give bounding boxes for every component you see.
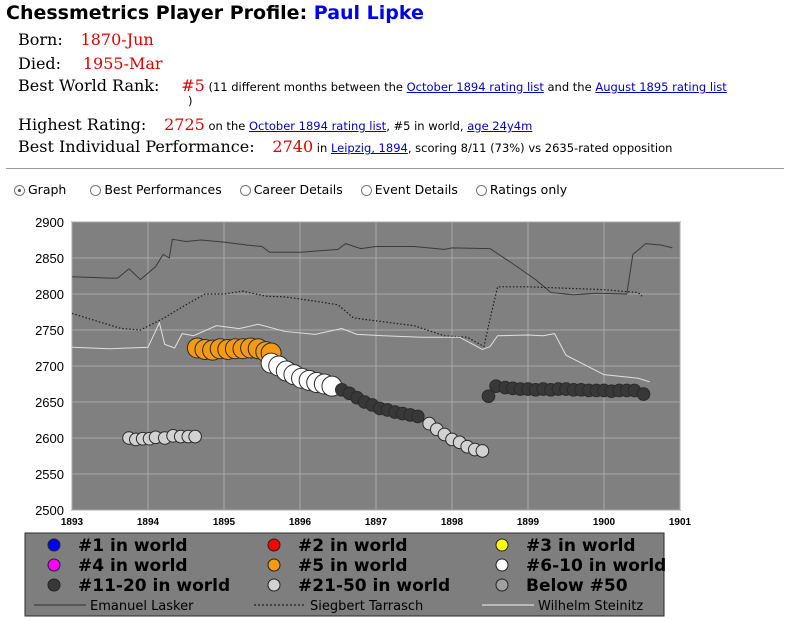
- born-row: Born: 1870-Jun: [18, 30, 154, 49]
- legend-marker: [267, 578, 281, 592]
- y-tick-label: 2750: [35, 323, 64, 338]
- august-1895-link[interactable]: August 1895 rating list: [595, 80, 727, 94]
- tarrasch-line: [71, 286, 643, 348]
- legend-marker: [267, 558, 281, 572]
- x-tick-label: 1898: [441, 517, 464, 528]
- highest-note-1: on the: [204, 119, 249, 133]
- x-tick-label: 1897: [365, 517, 388, 528]
- legend-marker: [267, 538, 281, 552]
- legend-marker: [47, 578, 61, 592]
- x-tick-label: 1893: [61, 517, 84, 528]
- highest-label: Highest Rating:: [18, 115, 147, 134]
- died-value: 1955-Mar: [82, 54, 163, 73]
- page-title: Chessmetrics Player Profile: Paul Lipke: [6, 2, 424, 24]
- y-tick-label: 2550: [35, 467, 64, 482]
- y-tick-label: 2800: [35, 287, 64, 302]
- view-selector: Graph Best Performances Career Details E…: [14, 182, 579, 197]
- best-rank-note-3: ): [188, 94, 193, 108]
- legend-label: #21-50 in world: [298, 576, 450, 596]
- legend-marker: [47, 558, 61, 572]
- highest-age-link[interactable]: age 24y4m: [467, 119, 533, 133]
- steinitz-line: [71, 321, 650, 383]
- divider: [6, 168, 784, 169]
- legend-label: #4 in world: [78, 556, 188, 576]
- y-tick-label: 2900: [35, 215, 64, 230]
- view-ratings-only[interactable]: Ratings only: [475, 182, 568, 197]
- perf-note-2: , scoring 8/11 (73%) vs 2635-rated oppos…: [407, 141, 673, 155]
- legend-marker: [495, 578, 509, 592]
- legend-label: #2 in world: [298, 536, 408, 556]
- radio-selected-icon[interactable]: [14, 185, 25, 196]
- leipzig-1894-link[interactable]: Leipzig, 1894: [330, 141, 408, 155]
- y-tick-label: 2650: [35, 395, 64, 410]
- best-rank-label: Best World Rank:: [18, 76, 160, 95]
- rating-point: [481, 389, 496, 404]
- legend-label: Wilhelm Steinitz: [538, 599, 643, 614]
- best-rank-note-1: (11 different months between the: [204, 80, 407, 94]
- y-tick-label: 2850: [35, 251, 64, 266]
- x-tick-label: 1895: [213, 517, 236, 528]
- view-best-performances[interactable]: Best Performances: [90, 182, 222, 197]
- legend-label: #1 in world: [78, 536, 188, 556]
- legend-marker: [495, 558, 509, 572]
- born-value: 1870-Jun: [80, 30, 154, 49]
- rating-point: [411, 409, 425, 424]
- view-event-details-label: Event Details: [374, 182, 458, 197]
- legend-label: #11-20 in world: [78, 576, 230, 596]
- born-label: Born:: [18, 30, 63, 49]
- legend-marker: [47, 538, 61, 552]
- radio-icon[interactable]: [90, 185, 102, 196]
- best-rank-row: Best World Rank: #5 (11 different months…: [18, 76, 788, 107]
- view-graph[interactable]: Graph: [14, 182, 66, 197]
- y-tick-label: 2700: [35, 359, 64, 374]
- title-prefix: Chessmetrics Player Profile:: [6, 2, 314, 24]
- highest-october-link[interactable]: October 1894 rating list: [248, 119, 387, 133]
- legend-label: #3 in world: [526, 536, 636, 556]
- legend-label: #6-10 in world: [526, 556, 666, 576]
- legend-marker: [495, 538, 509, 552]
- perf-note-1: in: [313, 141, 331, 155]
- rating-point: [188, 429, 202, 444]
- perf-label: Best Individual Performance:: [18, 137, 255, 156]
- view-ratings-only-label: Ratings only: [489, 182, 568, 197]
- x-tick-label: 1899: [517, 517, 540, 528]
- radio-icon[interactable]: [475, 185, 487, 196]
- rating-point: [475, 444, 490, 458]
- player-name: Paul Lipke: [313, 2, 424, 24]
- highest-row: Highest Rating: 2725 on the October 1894…: [18, 115, 532, 134]
- october-1894-link[interactable]: October 1894 rating list: [406, 80, 544, 94]
- view-career-details[interactable]: Career Details: [239, 182, 343, 197]
- lasker-line: [71, 238, 673, 296]
- legend-label: Emanuel Lasker: [90, 599, 194, 614]
- y-tick-label: 2500: [35, 503, 64, 518]
- highest-note-2: , #5 in world,: [386, 119, 468, 133]
- x-tick-label: 1901: [669, 517, 692, 528]
- x-tick-label: 1900: [593, 517, 616, 528]
- died-label: Died:: [18, 54, 62, 73]
- legend-box: [24, 532, 665, 617]
- highest-value: 2725: [164, 115, 205, 134]
- best-rank-note-2: and the: [543, 80, 596, 94]
- x-tick-label: 1896: [289, 517, 312, 528]
- y-tick-label: 2600: [35, 431, 64, 446]
- perf-row: Best Individual Performance: 2740 in Lei…: [18, 137, 672, 156]
- legend-label: Siegbert Tarrasch: [310, 599, 423, 614]
- view-best-performances-label: Best Performances: [104, 182, 222, 197]
- view-graph-label: Graph: [28, 182, 67, 197]
- legend-label: #5 in world: [298, 556, 408, 576]
- legend-label: Below #50: [526, 576, 628, 596]
- radio-icon[interactable]: [360, 185, 372, 196]
- perf-value: 2740: [272, 137, 314, 156]
- radio-icon[interactable]: [239, 185, 251, 196]
- best-rank-value: #5: [181, 76, 205, 95]
- view-career-details-label: Career Details: [253, 182, 343, 197]
- died-row: Died: 1955-Mar: [18, 54, 163, 73]
- view-event-details[interactable]: Event Details: [360, 182, 458, 197]
- x-tick-label: 1894: [137, 517, 160, 528]
- rating-point: [636, 387, 651, 401]
